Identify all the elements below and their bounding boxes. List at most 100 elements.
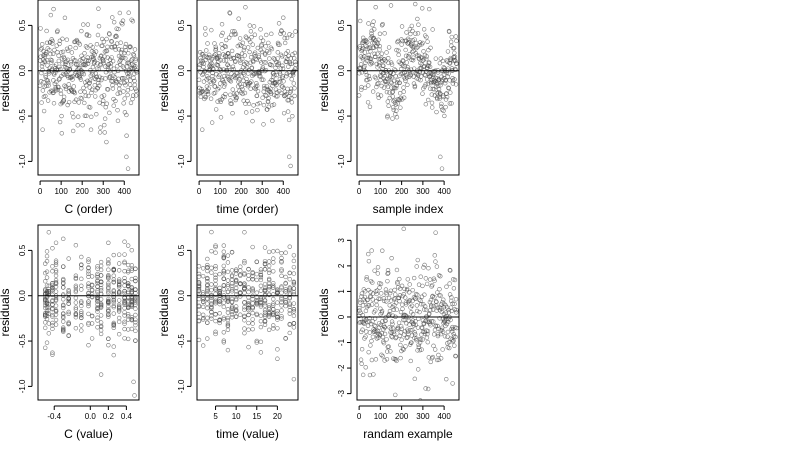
data-point (421, 57, 427, 62)
data-point (38, 54, 43, 59)
data-point (452, 54, 458, 60)
data-point (288, 88, 294, 94)
data-point (225, 315, 231, 321)
data-point (384, 349, 390, 354)
data-point (412, 376, 417, 382)
data-point (111, 325, 116, 331)
data-point (438, 331, 444, 337)
x-tick-label: 400 (437, 412, 451, 421)
data-point (396, 52, 401, 58)
data-point (436, 352, 441, 358)
data-point (210, 77, 215, 82)
data-point (389, 319, 395, 324)
data-point (107, 110, 112, 116)
data-point (386, 295, 392, 301)
data-point (426, 265, 431, 271)
data-point (61, 329, 66, 334)
data-point (278, 79, 283, 84)
data-point (213, 44, 218, 50)
data-point (108, 61, 114, 66)
data-point (427, 60, 432, 65)
data-point (279, 268, 284, 274)
data-point (391, 329, 396, 335)
data-point (197, 303, 202, 308)
data-point (362, 294, 368, 300)
data-point (368, 289, 373, 295)
data-point (121, 55, 126, 60)
data-point (403, 72, 409, 78)
data-point (44, 253, 50, 259)
data-point (213, 243, 218, 248)
data-point (60, 36, 65, 42)
data-point (200, 299, 206, 305)
data-point (254, 83, 260, 88)
data-point (42, 59, 48, 64)
data-point (73, 288, 79, 293)
data-point (244, 110, 249, 115)
data-point (221, 249, 227, 254)
data-point (66, 296, 71, 302)
data-point (419, 347, 424, 352)
data-point (53, 258, 59, 263)
data-point (370, 297, 375, 302)
data-point (374, 288, 380, 293)
data-point (447, 267, 453, 273)
data-point (109, 39, 115, 44)
data-point (278, 90, 284, 96)
data-point (213, 331, 218, 337)
data-point (424, 335, 430, 340)
data-point (271, 285, 276, 290)
data-point (221, 243, 227, 248)
data-point (205, 301, 210, 306)
data-point (45, 78, 51, 83)
data-point (48, 12, 54, 18)
data-point (98, 297, 104, 302)
data-point (435, 323, 440, 329)
data-point (452, 50, 457, 56)
data-point (121, 76, 127, 81)
data-point (85, 22, 91, 27)
data-point (389, 80, 394, 86)
data-point (49, 58, 55, 63)
x-axis-title: time (order) (216, 202, 278, 216)
data-point (391, 296, 397, 302)
data-point (98, 331, 104, 337)
data-point (277, 42, 282, 47)
data-point (133, 266, 138, 272)
data-point (440, 347, 445, 352)
data-point (451, 338, 456, 343)
data-point (38, 26, 43, 31)
data-point (254, 311, 259, 317)
data-point (289, 61, 294, 66)
data-point (53, 289, 59, 294)
data-point (453, 34, 459, 39)
data-point (133, 296, 138, 301)
data-point (293, 59, 298, 65)
y-tick-label: -1 (337, 338, 346, 346)
data-point (86, 290, 91, 295)
data-point (79, 262, 84, 268)
data-point (389, 60, 394, 65)
data-point (213, 287, 218, 292)
data-point (420, 40, 425, 46)
data-point (418, 398, 423, 400)
data-point (450, 381, 455, 386)
data-point (254, 297, 259, 303)
data-point (224, 37, 229, 43)
data-point (374, 291, 379, 297)
data-point (397, 97, 403, 103)
data-point (250, 310, 255, 316)
data-point (432, 295, 437, 300)
data-point (254, 290, 259, 295)
y-tick-label: -1.0 (177, 379, 186, 393)
data-point (61, 94, 67, 100)
data-point (261, 77, 266, 82)
data-point (266, 104, 271, 110)
data-point (44, 340, 50, 345)
data-point (374, 84, 379, 90)
data-point (122, 319, 127, 325)
data-point (211, 67, 216, 72)
data-point (258, 288, 264, 293)
data-point (102, 122, 107, 128)
data-point (275, 309, 280, 314)
